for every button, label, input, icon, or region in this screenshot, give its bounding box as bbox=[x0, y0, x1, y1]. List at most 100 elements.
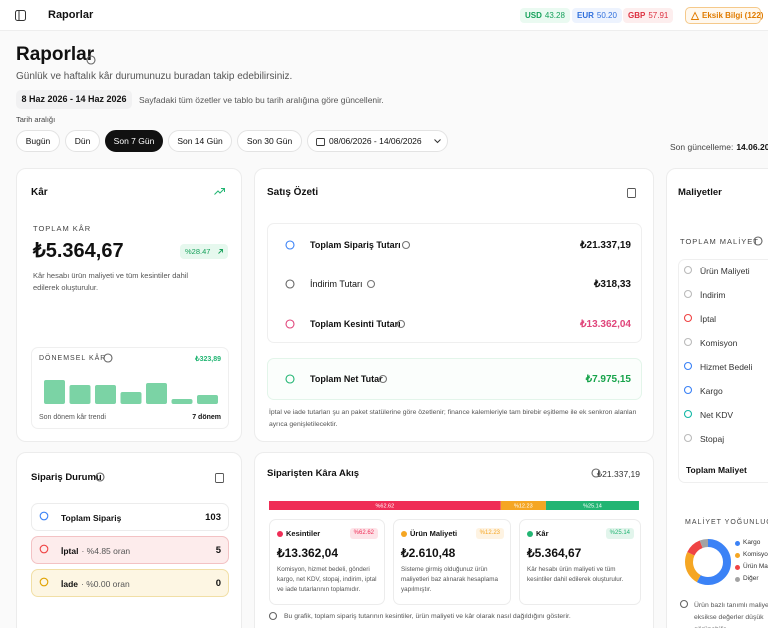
flow-item-card: Kesintiler %62.62 ₺13.362,04 Komisyon, hizm… bbox=[269, 519, 385, 605]
period-bar bbox=[197, 395, 218, 404]
rate-code: EUR bbox=[577, 11, 594, 20]
help-icon bbox=[378, 374, 388, 384]
topbar-title: Raporlar bbox=[48, 9, 94, 21]
help-icon bbox=[401, 240, 411, 250]
legend-label: Ürün Maliyeti bbox=[743, 563, 768, 570]
updated-info: Son güncelleme: 14.06.20 bbox=[670, 142, 768, 152]
order-value: 5 bbox=[215, 545, 221, 556]
warning-chip[interactable]: Eksik Bilgi (122) bbox=[685, 7, 764, 24]
period-bar bbox=[146, 383, 167, 404]
order-icon-shape bbox=[39, 544, 49, 554]
sales-row-value: ₺13.362,04 bbox=[580, 319, 631, 330]
cost-icon-shape bbox=[683, 289, 693, 299]
costs-card: Maliyetler TOPLAM MALİYET Ürün Maliyeti İnd… bbox=[666, 168, 768, 628]
flow-title: Siparişten Kâra Akış bbox=[267, 468, 360, 479]
info-icon-shape bbox=[679, 599, 689, 609]
legend-label: Komisyon bbox=[743, 551, 768, 558]
help-icon bbox=[103, 353, 113, 363]
rate-chip: USD 43.28 bbox=[520, 8, 570, 23]
sales-net-box bbox=[267, 358, 642, 400]
sales-box bbox=[267, 223, 642, 343]
order-row: Toplam Sipariş 103 bbox=[31, 503, 229, 531]
sales-title: Satış Özeti bbox=[267, 187, 319, 198]
sales-row-label: Toplam Kesinti Tutarı bbox=[310, 319, 401, 329]
sales-row-value: ₺318,33 bbox=[594, 279, 631, 290]
updated-label: Son güncelleme: bbox=[670, 142, 734, 152]
flow-item-amount: ₺2.610,48 bbox=[401, 546, 456, 560]
period-box: DÖNEMSEL KÂR ₺323,89 Son dönem kâr trendi 7… bbox=[31, 347, 229, 429]
flow-bar: %62.62 %12.23 %25.14 bbox=[269, 501, 639, 510]
flow-item-description: Sisteme girmiş olduğunuz ürün maliyetler… bbox=[401, 566, 498, 593]
cost-icon bbox=[683, 289, 693, 299]
flow-item-card: Ürün Maliyeti %12.23 ₺2.610,48 Sisteme girm… bbox=[393, 519, 511, 605]
change-arrow-shape bbox=[218, 249, 223, 254]
updated-value: 14.06.20 bbox=[736, 142, 768, 152]
cost-item: Hizmet Bedeli bbox=[700, 362, 753, 372]
order-icon-shape bbox=[39, 577, 49, 587]
sales-row-value: ₺21.337,19 bbox=[580, 240, 631, 251]
info-icon bbox=[591, 468, 601, 478]
cost-icon bbox=[683, 265, 693, 275]
order-label: Toplam Sipariş bbox=[61, 513, 122, 523]
period-bar bbox=[95, 385, 116, 404]
order-value: 103 bbox=[205, 512, 221, 523]
orders-card: Sipariş Durumu Toplam Sipariş 103 İptal · %4… bbox=[16, 452, 242, 628]
flow-dot-shape bbox=[401, 531, 407, 537]
help-icon-shape bbox=[753, 236, 763, 246]
warning-icon bbox=[690, 11, 700, 20]
range-label: Tarih aralığı bbox=[16, 115, 56, 124]
cost-icon bbox=[683, 361, 693, 371]
order-label-wrap: İade · %0.00 oran bbox=[61, 579, 130, 589]
range-button[interactable]: Dün bbox=[65, 130, 100, 152]
help-icon-shape bbox=[366, 279, 376, 289]
order-rate: · %4.85 oran bbox=[81, 546, 131, 556]
sales-card: Satış Özeti Toplam Sipariş Tutarı ₺21.337,… bbox=[254, 168, 654, 442]
cost-item: Net KDV bbox=[700, 410, 734, 420]
cost-icon-shape bbox=[683, 265, 693, 275]
legend-dot-shape bbox=[735, 565, 740, 570]
flow-item-amount: ₺5.364,67 bbox=[527, 546, 582, 560]
info-icon bbox=[268, 611, 278, 621]
row-icon-shape bbox=[285, 240, 295, 250]
period-max: ₺323,89 bbox=[195, 356, 221, 363]
range-button[interactable]: Son 7 Gün bbox=[105, 130, 163, 152]
period-chart bbox=[44, 380, 218, 404]
row-icon-shape bbox=[285, 279, 295, 289]
rate-code: USD bbox=[525, 11, 542, 20]
flow-dot bbox=[527, 531, 533, 537]
custom-range-text: 08/06/2026 - 14/06/2026 bbox=[329, 136, 422, 146]
sales-row-label: Toplam Sipariş Tutarı bbox=[310, 240, 401, 250]
flow-card: Siparişten Kâra Akış ₺21.337,19 %62.62 %12.… bbox=[254, 452, 654, 628]
flow-item-badge: %25.14 bbox=[605, 528, 634, 539]
order-rate: · %0.00 oran bbox=[81, 579, 130, 589]
help-icon bbox=[95, 472, 105, 482]
flow-segment bbox=[545, 501, 639, 510]
chevron-shape bbox=[434, 139, 441, 144]
flow-item-description: Komisyon, hizmet bedeli, gönderi kargo, … bbox=[277, 566, 377, 593]
order-icon bbox=[39, 577, 49, 587]
flow-item-description: Kâr hesabı ürün maliyeti ve tüm kesintil… bbox=[527, 566, 624, 583]
costs-note: Ürün bazlı tanımlı maliyetler eksikse de… bbox=[694, 602, 768, 628]
period-bar bbox=[69, 385, 91, 404]
range-button[interactable]: Bugün bbox=[16, 130, 60, 152]
cost-icon-shape bbox=[683, 385, 693, 395]
sidebar-toggle-shape bbox=[15, 10, 26, 21]
legend-dot bbox=[735, 553, 740, 558]
row-icon-shape bbox=[285, 319, 295, 329]
cost-icon-shape bbox=[683, 433, 693, 443]
rate-chip: EUR 50.20 bbox=[572, 8, 622, 23]
clipboard-icon bbox=[215, 473, 224, 483]
change-value: %28.47 bbox=[185, 247, 211, 256]
cost-icon bbox=[683, 409, 693, 419]
range-button[interactable]: Son 30 Gün bbox=[237, 130, 302, 152]
period-bar bbox=[171, 399, 193, 404]
period-footer-right: 7 dönem bbox=[192, 414, 221, 421]
costs-total-label: TOPLAM MALİYET bbox=[680, 237, 759, 246]
costs-list-box bbox=[678, 259, 768, 483]
custom-range-button[interactable]: 08/06/2026 - 14/06/2026 bbox=[307, 130, 448, 152]
range-button[interactable]: Son 14 Gün bbox=[168, 130, 232, 152]
warning-text: Eksik Bilgi (122) bbox=[702, 11, 764, 20]
sales-row-label: İndirim Tutarı bbox=[310, 279, 363, 289]
density-label: MALİYET YOĞUNLUĞU bbox=[685, 519, 768, 526]
help-icon-shape bbox=[103, 353, 113, 363]
